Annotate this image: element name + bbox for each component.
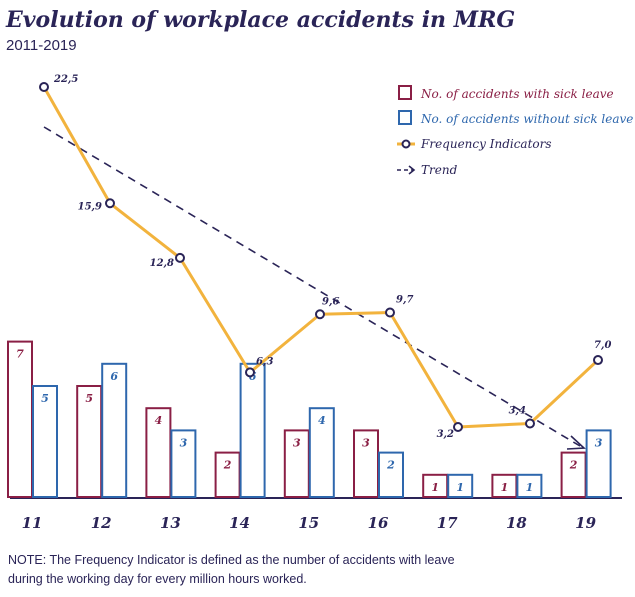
frequency-point-12 [105, 198, 115, 209]
legend-swatch-frequency-point [401, 139, 411, 149]
bar-label-with-17: 1 [431, 481, 439, 494]
frequency-label-19: 7,0 [594, 340, 611, 351]
legend-swatch-with-sick-leave [398, 85, 412, 100]
category-label-12: 12 [91, 514, 112, 532]
legend-label-trend: Trend [421, 163, 458, 177]
frequency-label-14: 6,3 [256, 356, 273, 367]
bar-label-without-17: 1 [456, 481, 464, 494]
bar-label-with-11: 7 [16, 348, 24, 361]
trend-layer [43, 126, 586, 450]
footnote: NOTE: The Frequency Indicator is defined… [8, 551, 628, 589]
category-label-14: 14 [229, 514, 250, 532]
footnote-line-2: during the working day for every million… [8, 572, 307, 586]
frequency-label-15: 9,6 [322, 296, 339, 307]
frequency-point-14 [245, 367, 255, 378]
bar-label-without-19: 3 [595, 436, 603, 449]
bar-without-17 [447, 473, 474, 498]
bar-label-with-16: 3 [362, 436, 370, 449]
frequency-point-13 [175, 252, 185, 263]
bar-label-with-15: 3 [293, 436, 301, 449]
frequency-label-12: 15,9 [78, 201, 102, 212]
bar-label-without-15: 4 [318, 414, 326, 427]
frequency-point-15 [315, 309, 325, 320]
bar-without-18 [516, 473, 543, 498]
frequency-point-18 [525, 418, 535, 429]
frequency-label-16: 9,7 [396, 294, 413, 305]
category-label-16: 16 [368, 514, 389, 532]
legend-swatch-without-sick-leave [398, 110, 412, 125]
frequency-point-11 [39, 82, 49, 92]
category-labels: 11 12 13 14 15 16 17 18 19 [22, 514, 597, 532]
category-label-18: 18 [506, 514, 527, 532]
legend-label-frequency: Frequency Indicators [420, 137, 552, 151]
category-label-15: 15 [298, 514, 319, 532]
bar-label-with-14: 2 [223, 459, 232, 472]
bar-label-with-13: 4 [155, 414, 163, 427]
footnote-line-1: NOTE: The Frequency Indicator is defined… [8, 553, 455, 567]
bar-label-without-13: 3 [180, 436, 188, 449]
category-label-19: 19 [575, 514, 596, 532]
bar-label-without-11: 5 [41, 392, 49, 405]
category-label-13: 13 [160, 514, 181, 532]
bar-without-13 [170, 429, 197, 498]
frequency-point-17 [453, 422, 463, 432]
bar-without-19 [585, 429, 612, 498]
bar-label-with-19: 2 [569, 459, 578, 472]
legend-swatch-trend-arrow [408, 165, 416, 175]
frequency-line-layer: 22,5 15,9 12,8 6,3 9,6 9,7 3,2 3,4 7,0 [39, 74, 611, 440]
category-label-11: 11 [22, 514, 43, 532]
bar-label-with-18: 1 [501, 481, 509, 494]
frequency-label-11: 22,5 [53, 74, 78, 85]
frequency-label-17: 3,2 [437, 429, 454, 440]
frequency-label-13: 12,8 [150, 258, 174, 269]
legend-label-without-sick-leave: No. of accidents without sick leave [420, 112, 633, 126]
bar-without-11 [32, 385, 58, 498]
bar-with-11 [7, 340, 33, 498]
trend-line [43, 126, 581, 447]
trend-arrowhead [566, 435, 586, 450]
bar-without-12 [101, 362, 128, 498]
bar-without-16 [378, 451, 404, 499]
bar-label-without-12: 6 [110, 370, 118, 383]
frequency-label-18: 3,4 [509, 405, 526, 416]
legend-label-with-sick-leave: No. of accidents with sick leave [420, 87, 614, 101]
bar-label-with-12: 5 [85, 392, 93, 405]
frequency-point-19 [593, 355, 603, 366]
bar-without-15 [308, 407, 335, 499]
legend: No. of accidents with sick leave No. of a… [397, 85, 633, 177]
chart-title: Evolution of workplace accidents in MRG [5, 7, 515, 33]
bar-without-14 [239, 362, 266, 498]
bars-layer: 755643263432111123 [7, 340, 612, 499]
category-label-17: 17 [437, 514, 458, 532]
chart-subtitle: 2011-2019 [6, 37, 77, 54]
bar-label-without-16: 2 [386, 459, 395, 472]
bar-label-without-18: 1 [526, 481, 534, 494]
frequency-point-16 [385, 307, 395, 318]
